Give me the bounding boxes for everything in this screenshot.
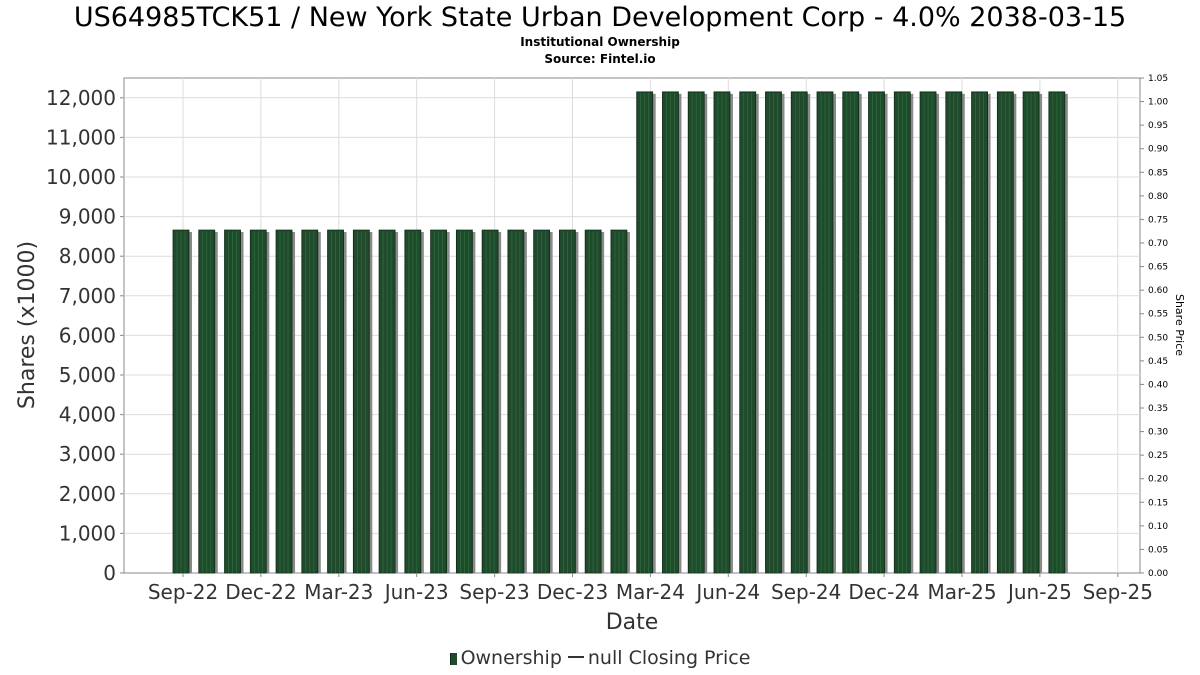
y2-tick-label: 0.90 [1148,145,1168,155]
price-legend-line [567,656,584,658]
y-tick-label: 6,000 [59,323,116,347]
y2-tick-label: 1.05 [1148,74,1168,84]
y2-tick-label: 0.55 [1148,310,1168,320]
y-tick-label: 9,000 [59,205,116,229]
y-tick-label: 12,000 [46,86,116,110]
y-tick-label: 4,000 [59,403,116,427]
y2-tick-label: 0.00 [1148,569,1168,579]
ownership-legend-label: Ownership [460,647,562,669]
x-tick-label: Mar-25 [927,580,996,604]
y2-tick-label: 0.75 [1148,215,1168,225]
y-tick-label: 8,000 [59,244,116,268]
y2-tick-label: 1.00 [1148,98,1168,108]
y2-tick-label: 0.15 [1148,498,1168,508]
legend: Ownership null Closing Price [0,647,1200,669]
y2-tick-label: 0.85 [1148,168,1168,178]
x-tick-label: Mar-23 [304,580,373,604]
x-tick-label: Dec-24 [848,580,919,604]
y2-tick-label: 0.60 [1148,286,1168,296]
x-tick-label: Sep-24 [771,580,841,604]
x-tick-label: Dec-23 [537,580,608,604]
chart-title: US64985TCK51 / New York State Urban Deve… [73,2,1127,33]
y2-tick-label: 0.80 [1148,192,1168,202]
y2-tick-label: 0.20 [1148,475,1168,485]
y-tick-label: 3,000 [59,442,116,466]
y-axis-label: Shares (x1000) [15,241,40,409]
x-tick-label: Jun-25 [1006,580,1072,604]
y2-tick-label: 0.10 [1148,522,1168,532]
y-tick-label: 7,000 [59,284,116,308]
y2-tick-label: 0.45 [1148,357,1168,367]
bars [172,91,1068,574]
y2-tick-label: 0.35 [1148,404,1168,414]
x-tick-label: Dec-22 [225,580,296,604]
y2-tick-label: 0.05 [1148,545,1168,555]
y-tick-label: 10,000 [46,165,116,189]
y2-tick-label: 0.30 [1148,428,1168,438]
y2-tick-label: 0.65 [1148,263,1168,273]
y2-tick-label: 0.25 [1148,451,1168,461]
x-tick-label: Jun-24 [694,580,760,604]
x-tick-label: Mar-24 [616,580,685,604]
y-tick-label: 2,000 [59,482,116,506]
y2-tick-label: 0.95 [1148,121,1168,131]
y-tick-label: 11,000 [46,125,116,149]
chart-source: Source: Fintel.io [544,52,656,66]
y-tick-label: 0 [103,561,116,585]
x-tick-label: Sep-22 [148,580,218,604]
ownership-legend-swatch [449,653,457,665]
y2-tick-label: 0.70 [1148,239,1168,249]
x-tick-label: Sep-25 [1083,580,1153,604]
y-tick-label: 5,000 [59,363,116,387]
x-tick-label: Sep-23 [459,580,529,604]
x-axis-label: Date [606,610,659,635]
price-legend-label: null Closing Price [587,647,751,669]
x-axis-ticks: Sep-22 Dec-22 Mar-23 Jun-23 Sep-23 Dec-23 Mar-… [148,573,1153,604]
y-tick-label: 1,000 [59,521,116,545]
y2-axis-ticks: 0.00 0.05 0.10 0.15 0.20 0.25 0.30 0.35 0.40 0.45… [1140,74,1168,579]
y-axis-ticks: 0 1,000 2,000 3,000 4,000 5,000 6,000 7,000 8,00… [46,86,124,585]
ownership-chart: 0 1,000 2,000 3,000 4,000 5,000 6,000 7,000 8,00… [15,74,1186,635]
y2-axis-label: Share Price [1173,294,1186,356]
y2-tick-label: 0.40 [1148,380,1168,390]
y2-tick-label: 0.50 [1148,333,1168,343]
x-tick-label: Jun-23 [383,580,449,604]
chart-subtitle: Institutional Ownership [520,35,680,49]
